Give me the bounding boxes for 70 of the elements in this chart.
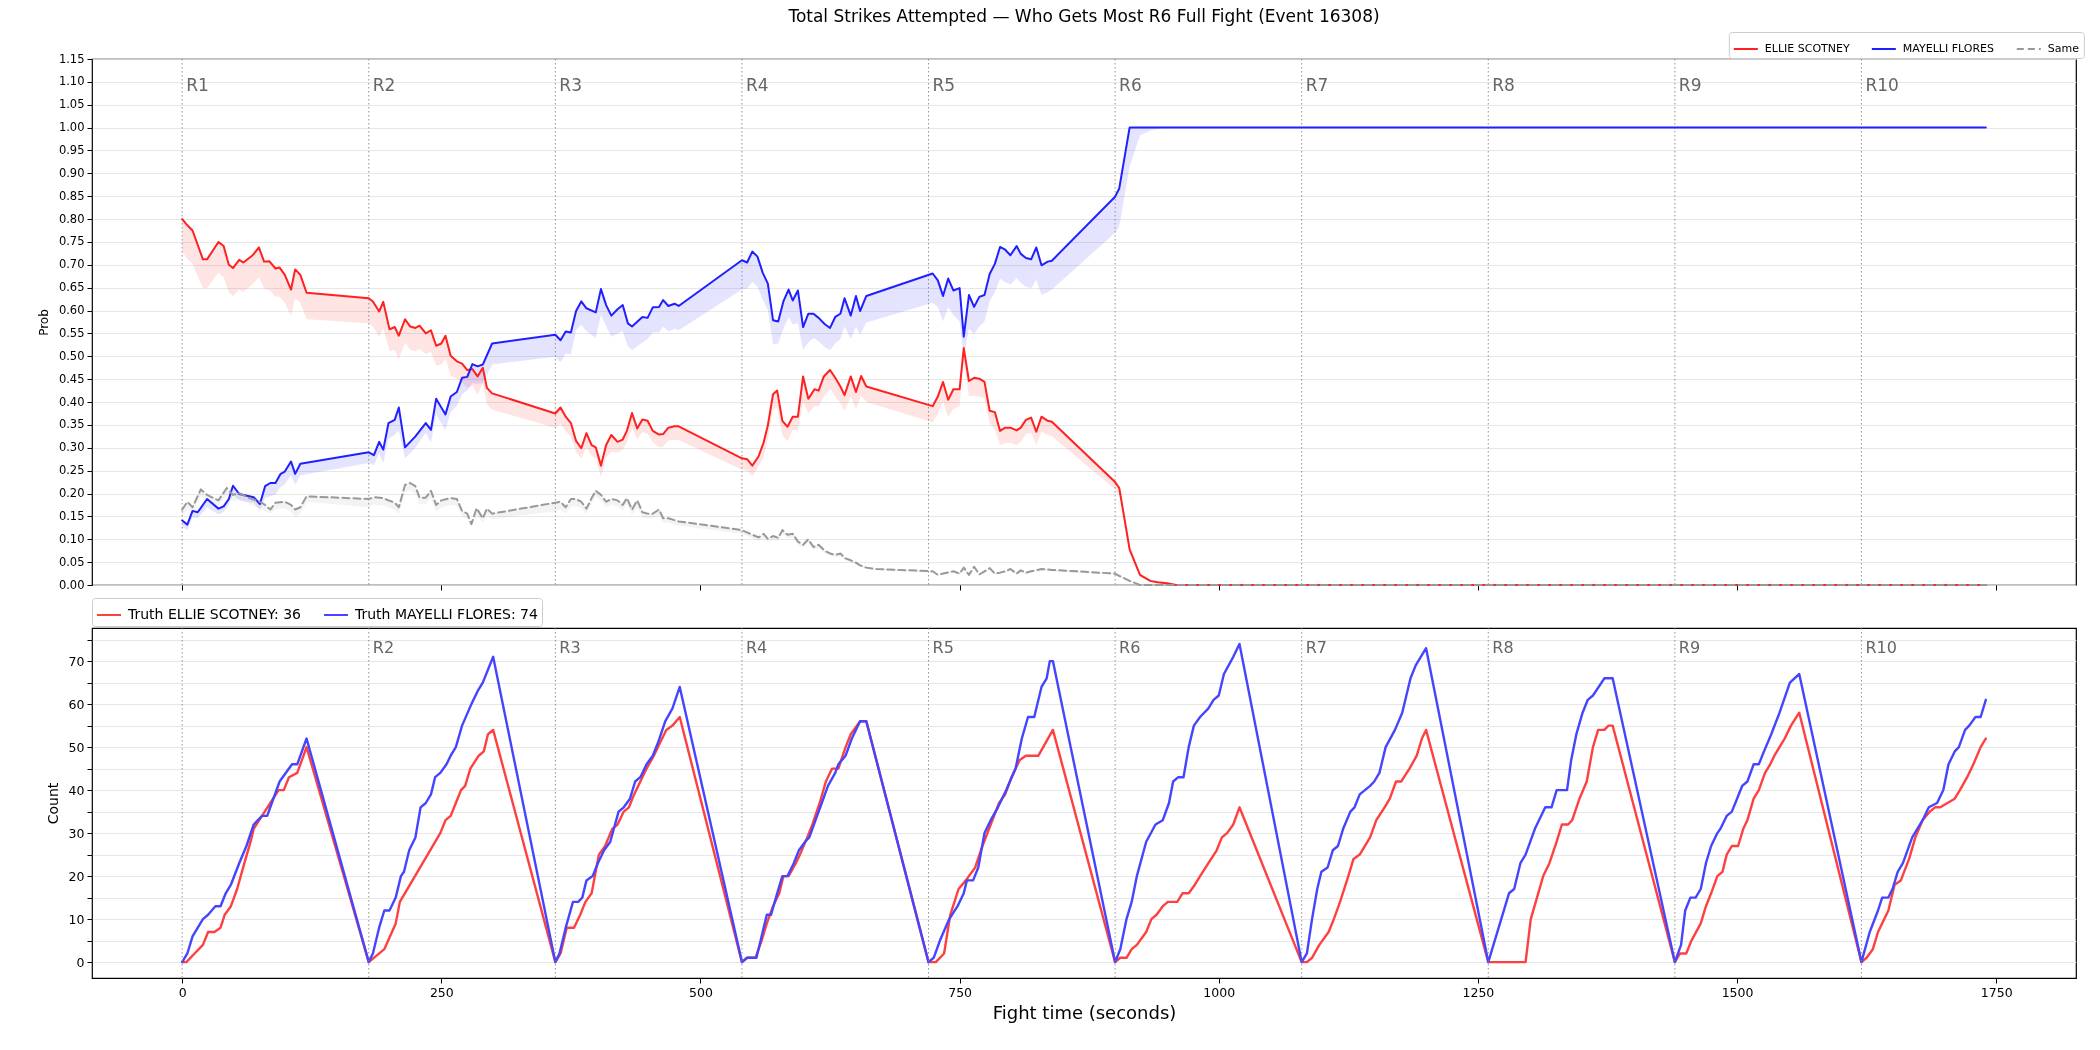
y-tick-label: 0.40 — [58, 394, 85, 409]
x-tick-label: 1250 — [1462, 984, 1495, 1000]
y-axis-title: Count — [44, 782, 61, 825]
ref-line-label: R2 — [372, 638, 395, 657]
y-tick-label: 0.95 — [58, 142, 85, 157]
ref-line-label: R6 — [1119, 638, 1141, 657]
ref-line-label: R3 — [559, 75, 582, 95]
ref-line-label: R7 — [1305, 75, 1329, 95]
ref-line-label: R8 — [1492, 75, 1515, 95]
legend-label: ELLIE SCOTNEY — [1764, 42, 1850, 55]
ref-line-label: R9 — [1678, 638, 1701, 657]
y-tick-label: 0.85 — [58, 188, 85, 203]
y-tick-label: 0 — [76, 954, 85, 970]
ref-line-label: R3 — [559, 638, 581, 657]
line-series — [180, 642, 1988, 964]
y-tick-label: 0.70 — [58, 257, 85, 272]
y-tick-label: 20 — [68, 868, 85, 884]
y-tick-label: 0.80 — [58, 211, 85, 226]
y-tick-label: 50 — [68, 739, 85, 755]
x-tick-label: 1500 — [1721, 984, 1754, 1000]
y-tick-label: 30 — [68, 825, 85, 841]
y-tick-label: 0.35 — [58, 417, 85, 432]
y-tick-label: 0.65 — [58, 280, 85, 295]
ref-line-label: R4 — [745, 75, 769, 95]
y-tick-label: 1.10 — [58, 74, 85, 89]
legend-label: MAYELLI FLORES — [1902, 42, 1994, 55]
y-tick-label: 0.05 — [58, 554, 85, 569]
y-tick-label: 1.00 — [58, 120, 85, 135]
ref-line-label: R1 — [186, 75, 209, 95]
ref-line-label: R10 — [1865, 75, 1899, 95]
y-tick-label: 0.90 — [58, 165, 85, 180]
y-tick-label: 0.20 — [58, 486, 85, 501]
line-series — [180, 711, 1988, 964]
y-tick-label: 0.60 — [58, 303, 85, 318]
legend-label: Truth MAYELLI FLORES: 74 — [354, 606, 538, 622]
y-tick-label: 0.30 — [58, 440, 85, 455]
y-tick-label: 70 — [68, 653, 85, 669]
chart-title: Total Strikes Attempted — Who Gets Most R6 Full Fight (Event 16308) — [787, 5, 1380, 26]
y-tick-label: 0.15 — [58, 508, 85, 523]
ref-line-label: R7 — [1305, 638, 1327, 657]
y-tick-label: 0.45 — [58, 371, 85, 386]
y-tick-label: 1.15 — [58, 51, 85, 66]
y-tick-label: 60 — [68, 696, 85, 712]
x-tick-label: 750 — [948, 984, 973, 1000]
x-tick-label: 1000 — [1203, 984, 1236, 1000]
y-tick-label: 0.75 — [58, 234, 85, 249]
y-tick-label: 0.25 — [58, 463, 85, 478]
legend-label: Same — [2047, 42, 2080, 55]
y-tick-label: 0.55 — [58, 325, 85, 340]
y-tick-label: 0.50 — [58, 348, 85, 363]
legend-label: Truth ELLIE SCOTNEY: 36 — [127, 606, 302, 622]
y-axis-title: Prob — [36, 309, 51, 336]
y-tick-label: 0.10 — [58, 531, 85, 546]
ref-line-label: R6 — [1119, 75, 1142, 95]
y-tick-label: 40 — [68, 782, 85, 798]
x-axis-title: Fight time (seconds) — [992, 1002, 1177, 1023]
ref-line-label: R4 — [745, 638, 768, 657]
x-tick-label: 0 — [178, 984, 187, 1000]
y-tick-label: 0.00 — [58, 577, 85, 592]
ref-line-label: R2 — [372, 75, 396, 95]
ref-line-label: R5 — [932, 638, 954, 657]
x-tick-label: 250 — [429, 984, 454, 1000]
ref-line-label: R9 — [1678, 75, 1702, 95]
y-tick-label: 1.05 — [58, 97, 85, 112]
x-tick-label: 500 — [689, 984, 713, 1000]
ref-line-label: R5 — [932, 75, 956, 95]
ref-line-label: R8 — [1492, 638, 1514, 657]
x-tick-label: 1750 — [1980, 984, 2013, 1000]
ref-line-label: R10 — [1865, 638, 1897, 657]
y-tick-label: 10 — [68, 911, 85, 927]
